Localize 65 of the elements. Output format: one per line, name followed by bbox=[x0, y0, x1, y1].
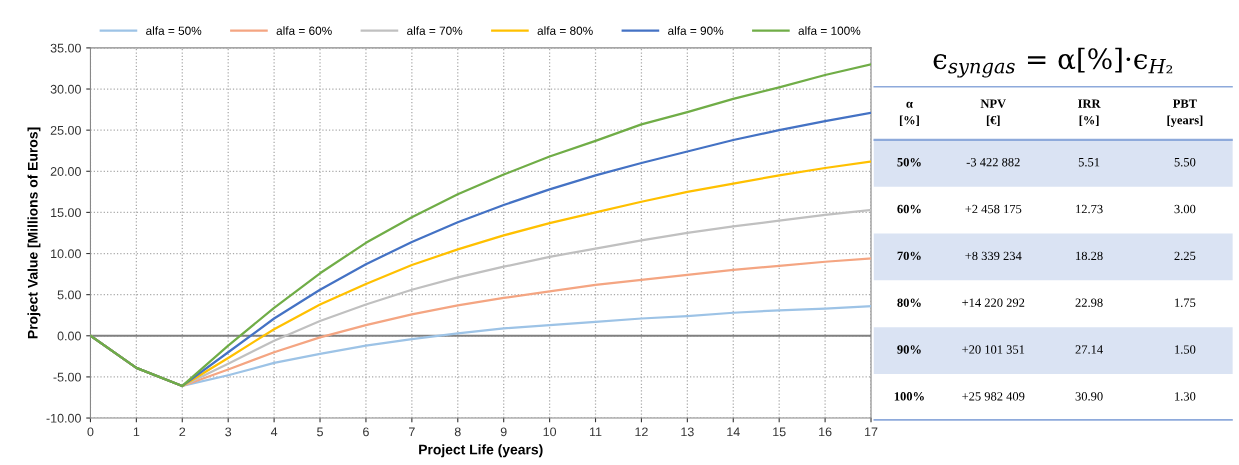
x-axis-title: Project Life (years) bbox=[419, 444, 543, 458]
text: 5.51 bbox=[1078, 158, 1100, 167]
y-tick-label: 35.00 bbox=[50, 43, 81, 53]
x-tick-label: 11 bbox=[589, 427, 602, 437]
x-tick-label: 8 bbox=[454, 427, 461, 437]
x-tick-label: PBT [years] bbox=[1167, 99, 1203, 127]
y-tick-label: 5.00 bbox=[57, 290, 81, 300]
text: 1.30 bbox=[1175, 392, 1196, 401]
text: 12.73 bbox=[1076, 204, 1103, 214]
y-tick-label: 90% bbox=[897, 345, 921, 354]
x-tick-label: 17 bbox=[865, 427, 878, 437]
legend-label: alfa = 70% bbox=[407, 26, 463, 35]
text: 1.75 bbox=[1175, 298, 1196, 307]
legend-label: alfa = 60% bbox=[276, 26, 332, 35]
legend-label: alfa = 90% bbox=[668, 26, 724, 35]
text: 18.28 bbox=[1076, 251, 1103, 261]
chart-title: ϵ$_{syngas}$ = α[%]·ϵ$_{H₂}$ bbox=[933, 47, 1173, 78]
text: +8 339 234 bbox=[965, 251, 1022, 261]
y-tick-label: 80% bbox=[897, 298, 921, 307]
x-tick-label: 12 bbox=[635, 427, 648, 437]
x-tick-label: 3 bbox=[225, 427, 232, 437]
y-tick-label: 10.00 bbox=[51, 249, 81, 259]
y-tick-label: 100% bbox=[894, 392, 924, 401]
y-axis-title: Project Value [Millions of Euros] bbox=[27, 127, 41, 339]
y-tick-label: 0.00 bbox=[57, 331, 81, 341]
x-tick-label: 2 bbox=[179, 427, 186, 437]
text: +2 458 175 bbox=[965, 204, 1022, 214]
text: +14 220 292 bbox=[962, 298, 1025, 307]
x-tick-label: 1 bbox=[133, 427, 140, 437]
text: 5.50 bbox=[1174, 157, 1196, 167]
legend-label: alfa = 50% bbox=[146, 26, 202, 35]
x-tick-label: 0 bbox=[87, 427, 94, 437]
y-tick-label: -5.00 bbox=[53, 372, 81, 382]
x-tick-label: 14 bbox=[727, 427, 740, 437]
legend-label: alfa = 100% bbox=[798, 26, 861, 35]
y-tick-label: 25.00 bbox=[50, 125, 81, 135]
text: 1.50 bbox=[1175, 345, 1196, 354]
x-tick-label: 9 bbox=[500, 427, 507, 437]
x-tick-label: 13 bbox=[681, 427, 694, 437]
x-tick-label: 7 bbox=[409, 427, 415, 437]
y-tick-label: 30.00 bbox=[50, 84, 81, 94]
text: 30.90 bbox=[1075, 392, 1103, 401]
y-tick-label: 50% bbox=[897, 157, 921, 167]
y-tick-label: 60% bbox=[897, 204, 921, 214]
y-tick-label: -10.00 bbox=[46, 413, 81, 423]
text: 2.25 bbox=[1174, 251, 1196, 261]
y-tick-label: 20.00 bbox=[50, 167, 81, 176]
text: +25 982 409 bbox=[962, 392, 1025, 401]
x-tick-label: 5 bbox=[317, 427, 323, 437]
y-tick-label: 15.00 bbox=[51, 208, 81, 218]
x-tick-label: IRR [%] bbox=[1078, 99, 1101, 126]
y-tick-label: 70% bbox=[897, 251, 921, 261]
legend-label: alfa = 80% bbox=[537, 26, 593, 35]
x-tick-label: NPV [€] bbox=[980, 99, 1006, 126]
y-axis-title: α [%] bbox=[899, 101, 919, 126]
text: 27.14 bbox=[1075, 345, 1103, 354]
x-tick-label: 10 bbox=[543, 427, 557, 437]
x-tick-label: 15 bbox=[773, 427, 786, 437]
x-tick-label: 16 bbox=[819, 427, 832, 437]
text: +20 101 351 bbox=[962, 345, 1025, 354]
x-tick-label: 4 bbox=[270, 427, 278, 437]
text: 22.98 bbox=[1075, 298, 1103, 307]
text: -3 422 882 bbox=[966, 157, 1020, 167]
text: 3.00 bbox=[1174, 204, 1196, 214]
x-tick-label: 6 bbox=[363, 427, 369, 437]
